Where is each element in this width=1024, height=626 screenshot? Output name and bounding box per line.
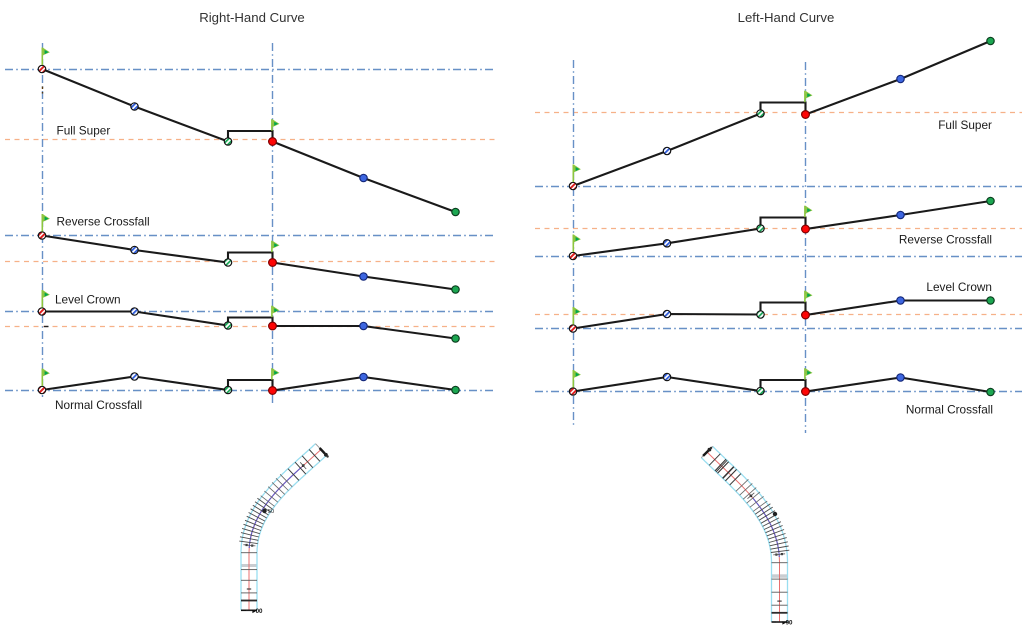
svg-text:Level Crown: Level Crown xyxy=(55,293,121,307)
svg-text:▸00: ▸00 xyxy=(252,608,264,615)
svg-text:Right-Hand Curve: Right-Hand Curve xyxy=(199,10,305,25)
svg-text:Full Super: Full Super xyxy=(938,118,992,132)
svg-text:Normal Crossfall: Normal Crossfall xyxy=(906,403,993,417)
svg-text:Left-Hand Curve: Left-Hand Curve xyxy=(738,10,835,25)
svg-text:▸90: ▸90 xyxy=(782,619,794,626)
svg-text:50: 50 xyxy=(268,509,274,515)
svg-text:Level Crown: Level Crown xyxy=(926,280,992,294)
svg-text:Reverse Crossfall: Reverse Crossfall xyxy=(57,215,150,229)
svg-text:Reverse Crossfall: Reverse Crossfall xyxy=(899,233,992,247)
svg-text:Full Super: Full Super xyxy=(57,124,111,138)
svg-text:Normal Crossfall: Normal Crossfall xyxy=(55,398,142,412)
